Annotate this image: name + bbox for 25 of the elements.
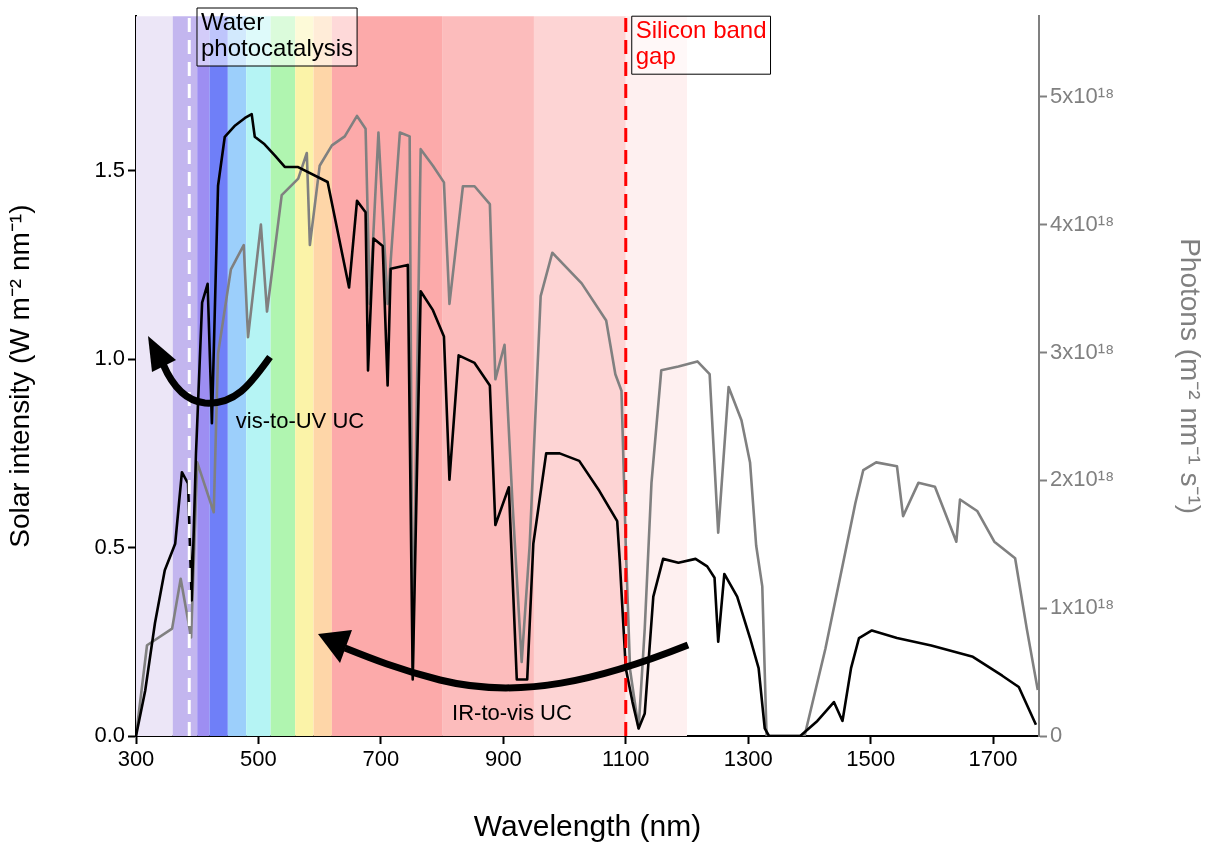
y-axis-title: Solar intensity (W m⁻² nm⁻¹): [3, 204, 35, 548]
y2-tick-label: 2x10¹⁸: [1050, 466, 1115, 492]
annotation: vis-to-UV UC: [235, 408, 365, 434]
y-tick-label: 1.5: [94, 156, 125, 182]
y-tick-label: 0.5: [94, 533, 125, 559]
ref-line-label: Silicon band gap: [635, 15, 767, 69]
x-tick-label: 300: [117, 746, 155, 772]
y2-tick-label: 4x10¹⁸: [1050, 210, 1115, 236]
x-tick-label: 1700: [968, 746, 1018, 772]
y2-tick-label: 5x10¹⁸: [1050, 82, 1115, 108]
annotation: Water photocatalysis: [201, 7, 354, 61]
x-tick-label: 500: [240, 746, 277, 772]
x-tick-label: 1500: [846, 746, 896, 772]
annotation: IR-to-vis UC: [452, 700, 572, 726]
x-tick-label: 900: [484, 746, 522, 772]
x-tick-label: 1100: [602, 746, 650, 772]
y-tick-label: 0.0: [94, 722, 125, 748]
y2-axis-title: Photons (m⁻² nm⁻¹ s⁻¹): [1175, 238, 1207, 515]
x-axis-title: Wavelength (nm): [473, 809, 702, 843]
y-tick-label: 1.0: [94, 345, 125, 371]
y2-tick-label: 0: [1050, 722, 1063, 748]
x-tick-label: 700: [362, 746, 400, 772]
x-tick-label: 1300: [723, 746, 773, 772]
y2-tick-label: 1x10¹⁸: [1050, 594, 1115, 620]
y2-tick-label: 3x10¹⁸: [1050, 338, 1115, 364]
